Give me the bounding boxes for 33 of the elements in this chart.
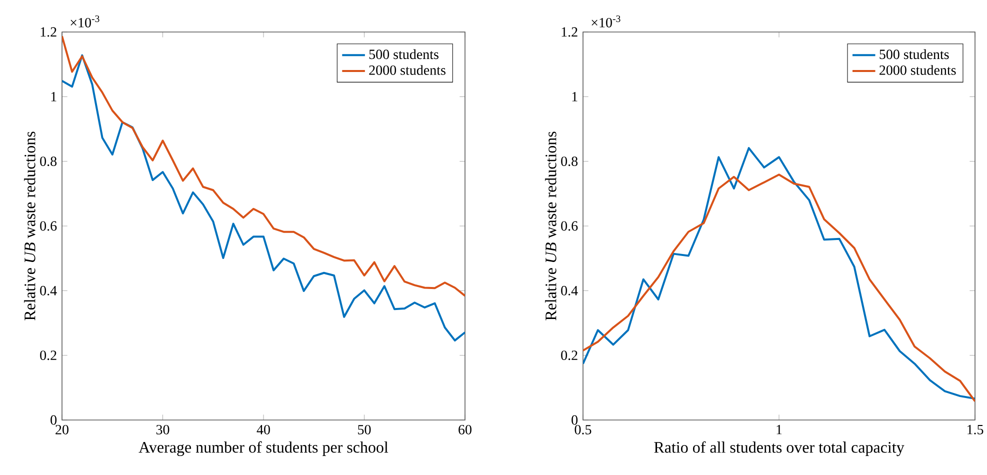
line-series — [62, 35, 465, 297]
y-tick-label: 0.2 — [561, 350, 578, 360]
y-tick-label: 0.2 — [40, 350, 56, 360]
y-tick-label: 0.4 — [561, 286, 578, 296]
y-tick-label: 0.4 — [40, 286, 57, 296]
y-tick-label: 0.8 — [40, 156, 57, 166]
y-tick-label: 0.6 — [40, 221, 57, 231]
legend-label: 500 students — [369, 49, 438, 60]
x-tick-label: 40 — [256, 424, 270, 434]
legend-label: 500 students — [880, 49, 949, 60]
x-axis-title: Average number of students per school — [138, 441, 388, 456]
x-axis-title: Ratio of all students over total capacity — [654, 441, 904, 456]
y-tick-label: 0 — [50, 415, 57, 425]
x-tick-label: 60 — [458, 424, 472, 434]
text: ×10$^{-3}$ — [70, 15, 100, 28]
y-tick-label: 0.6 — [561, 221, 578, 231]
x-tick-label: 0.5 — [574, 424, 592, 434]
y-tick-label: 0.8 — [561, 156, 578, 166]
legend-label: 2000 students — [369, 65, 446, 75]
x-tick-label: 30 — [156, 424, 170, 434]
y-tick-label: 1.2 — [40, 27, 56, 37]
x-tick-label: 50 — [358, 424, 371, 434]
x-tick-label: 1.5 — [967, 424, 984, 434]
y-axis-title: Relative UB waste reductions — [24, 132, 36, 320]
y-tick-label: 0 — [572, 415, 578, 425]
legend-label: 2000 students — [880, 65, 956, 75]
x-tick-label: 1 — [776, 424, 782, 434]
text: ×10$^{-3}$ — [592, 15, 620, 28]
y-tick-label: 1 — [51, 92, 56, 102]
y-axis-title: Relative UB waste reductions — [545, 132, 556, 320]
y-tick-label: 1.2 — [562, 27, 578, 37]
x-tick-label: 20 — [56, 424, 68, 434]
y-tick-label: 1 — [572, 92, 578, 102]
